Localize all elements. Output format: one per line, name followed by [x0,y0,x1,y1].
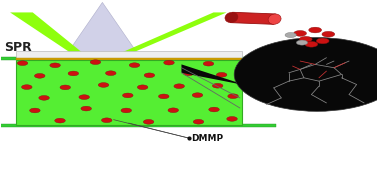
Circle shape [50,63,60,68]
Ellipse shape [225,12,238,23]
Circle shape [183,71,194,76]
Circle shape [68,71,79,76]
Polygon shape [181,64,246,86]
Text: DMMP: DMMP [191,134,223,143]
Circle shape [305,41,318,47]
Circle shape [137,85,148,90]
Ellipse shape [268,14,281,24]
Bar [0,124,276,127]
Circle shape [90,60,101,65]
Circle shape [212,83,223,88]
Circle shape [79,95,90,100]
Bar [0,56,276,60]
Circle shape [316,38,329,44]
Circle shape [228,94,239,99]
Circle shape [17,61,28,66]
Circle shape [22,85,32,89]
Circle shape [158,94,169,99]
Circle shape [296,40,308,45]
Polygon shape [10,13,85,55]
Circle shape [174,84,184,89]
Circle shape [143,119,154,124]
Circle shape [105,71,116,76]
Circle shape [164,60,174,65]
Circle shape [129,63,140,67]
Circle shape [122,93,133,98]
Circle shape [81,106,91,111]
Circle shape [101,118,112,123]
Circle shape [193,119,204,124]
Circle shape [98,83,109,87]
Bar [16,51,242,58]
Text: SPR: SPR [5,41,32,54]
Circle shape [285,33,296,38]
Polygon shape [116,13,227,55]
Circle shape [144,73,155,78]
Circle shape [60,85,71,90]
Circle shape [34,74,45,78]
Circle shape [203,61,214,66]
Circle shape [55,118,65,123]
Circle shape [322,31,335,37]
Polygon shape [231,12,276,24]
Circle shape [121,108,132,113]
Circle shape [309,27,322,33]
Circle shape [216,73,227,77]
Circle shape [209,107,219,112]
Circle shape [227,117,237,121]
Bar [16,58,242,60]
Circle shape [168,108,178,113]
Bar [16,60,242,125]
Circle shape [39,95,50,100]
Circle shape [299,36,312,42]
Polygon shape [67,2,138,54]
Circle shape [294,31,307,36]
Circle shape [29,108,40,113]
Circle shape [192,93,203,98]
Circle shape [234,38,378,111]
